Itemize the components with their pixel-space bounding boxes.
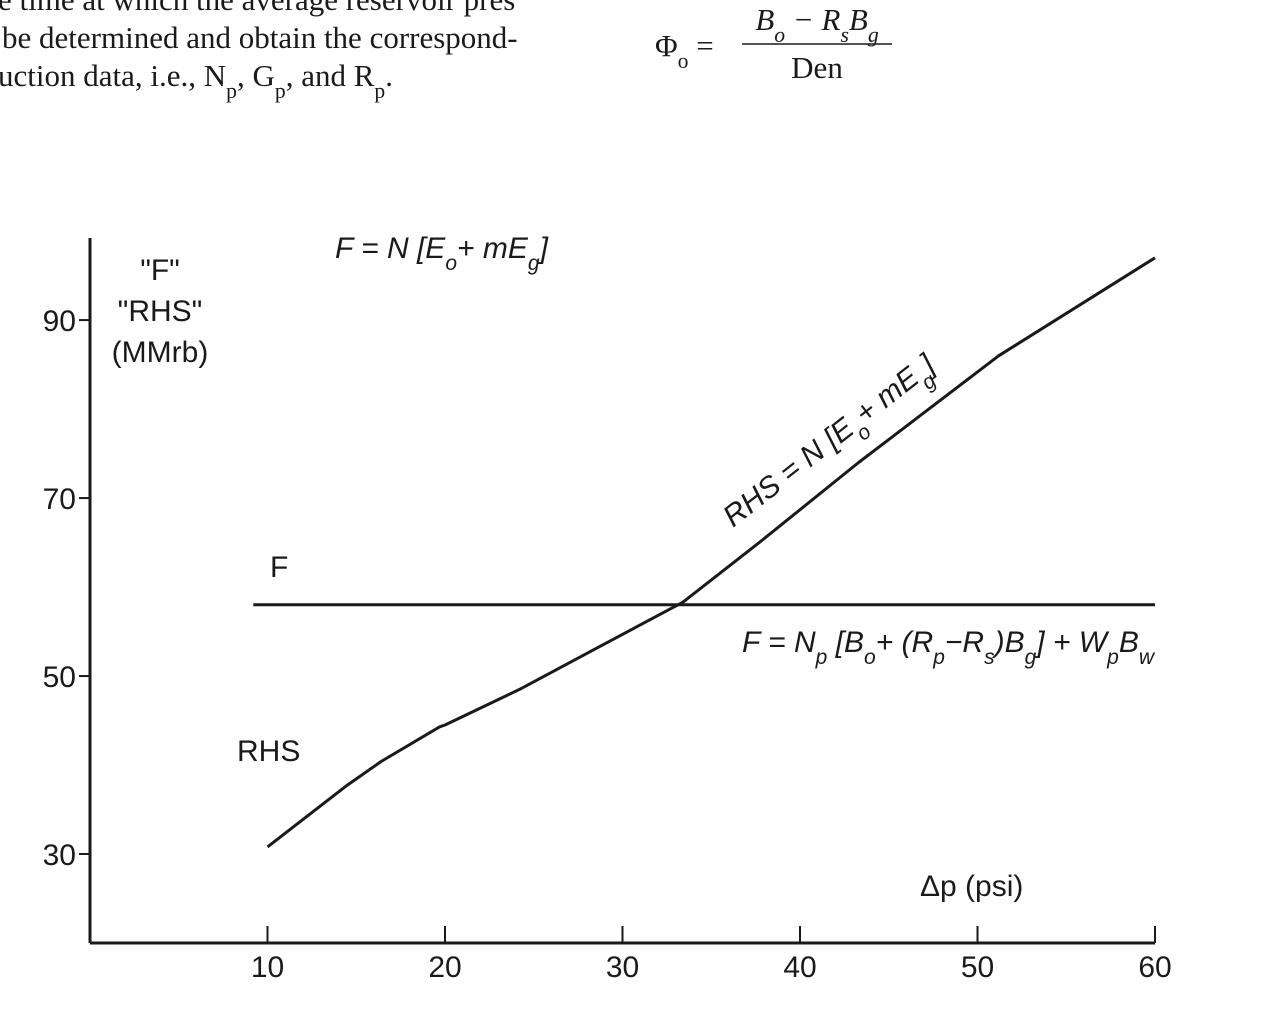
subscript: g xyxy=(528,252,540,275)
text-run: RHS = N [E xyxy=(717,411,861,534)
x-tick-label: 60 xyxy=(1138,951,1171,984)
y-tick-label: 30 xyxy=(43,839,76,872)
subscript: o xyxy=(774,23,785,47)
text-run: ] + W xyxy=(1033,626,1110,659)
annotation: F = N [Eo+ mEg] xyxy=(335,232,549,275)
formula-denominator: Den xyxy=(791,50,843,85)
subscript: o xyxy=(678,49,689,73)
subscript: p xyxy=(226,79,237,103)
series-label: F xyxy=(270,551,288,584)
subscript: o xyxy=(445,252,457,275)
annotation: RHS = N [Eo+ mEg] xyxy=(717,348,947,541)
subscript: g xyxy=(868,23,879,47)
series-label: RHS xyxy=(237,735,300,768)
text-run: F = N xyxy=(742,626,816,659)
subscript: p xyxy=(374,79,385,103)
formula-numerator: Bo − RsBg xyxy=(755,2,879,47)
y-tick-label: 50 xyxy=(43,661,76,694)
annotation: F = Np [Bo+ (Rp−Rs)Bg] + WpBw xyxy=(742,626,1156,669)
text-run: Φ xyxy=(655,28,678,63)
x-axis-label: Δp (psi) xyxy=(920,870,1023,903)
text-run: B xyxy=(1119,626,1139,659)
y-tick-label: 70 xyxy=(43,483,76,516)
y-axis-label: "RHS" xyxy=(118,295,203,328)
x-tick-label: 20 xyxy=(428,951,461,984)
y-axis-label: "F" xyxy=(140,254,180,287)
subscript: p xyxy=(275,79,286,103)
text-run: [B xyxy=(827,626,864,659)
y-axis-label: (MMrb) xyxy=(112,336,209,369)
text-run: Den xyxy=(791,50,843,85)
text-run: B xyxy=(755,2,774,37)
text-run: e time at which the average reservoir pr… xyxy=(0,0,515,17)
text-run: + (R xyxy=(876,626,934,659)
x-tick-label: 50 xyxy=(961,951,994,984)
subscript: p xyxy=(815,646,828,669)
text-run: + mE xyxy=(457,232,529,265)
text-run: )B xyxy=(992,626,1025,659)
body-text: e time at which the average reservoir pr… xyxy=(0,0,515,17)
text-run: , G xyxy=(237,58,275,93)
text-run: , and R xyxy=(286,58,375,93)
text-run: F = N [E xyxy=(335,232,446,265)
text-run: = xyxy=(689,28,714,63)
text-run: −R xyxy=(945,626,984,659)
subscript: w xyxy=(1139,646,1156,669)
body-text: uction data, i.e., Np, Gp, and Rp. xyxy=(0,58,393,103)
series-line xyxy=(266,256,1156,849)
body-text: be determined and obtain the correspond- xyxy=(2,20,518,55)
text-run: − R xyxy=(785,2,840,37)
subscript: g xyxy=(1025,646,1037,669)
x-tick-label: 30 xyxy=(606,951,639,984)
text-run: uction data, i.e., N xyxy=(0,58,226,93)
text-run: B xyxy=(849,2,868,37)
text-run: ] xyxy=(537,232,549,265)
x-tick-label: 40 xyxy=(783,951,816,984)
subscript: p xyxy=(1106,646,1119,669)
subscript: s xyxy=(984,646,995,669)
y-tick-label: 90 xyxy=(43,305,76,338)
text-run: be determined and obtain the correspond- xyxy=(2,20,518,55)
subscript: s xyxy=(840,23,848,47)
text-run: . xyxy=(385,58,393,93)
x-tick-label: 10 xyxy=(251,951,284,984)
subscript: p xyxy=(932,646,945,669)
formula-lhs: Φo = xyxy=(655,28,714,73)
subscript: o xyxy=(864,646,876,669)
